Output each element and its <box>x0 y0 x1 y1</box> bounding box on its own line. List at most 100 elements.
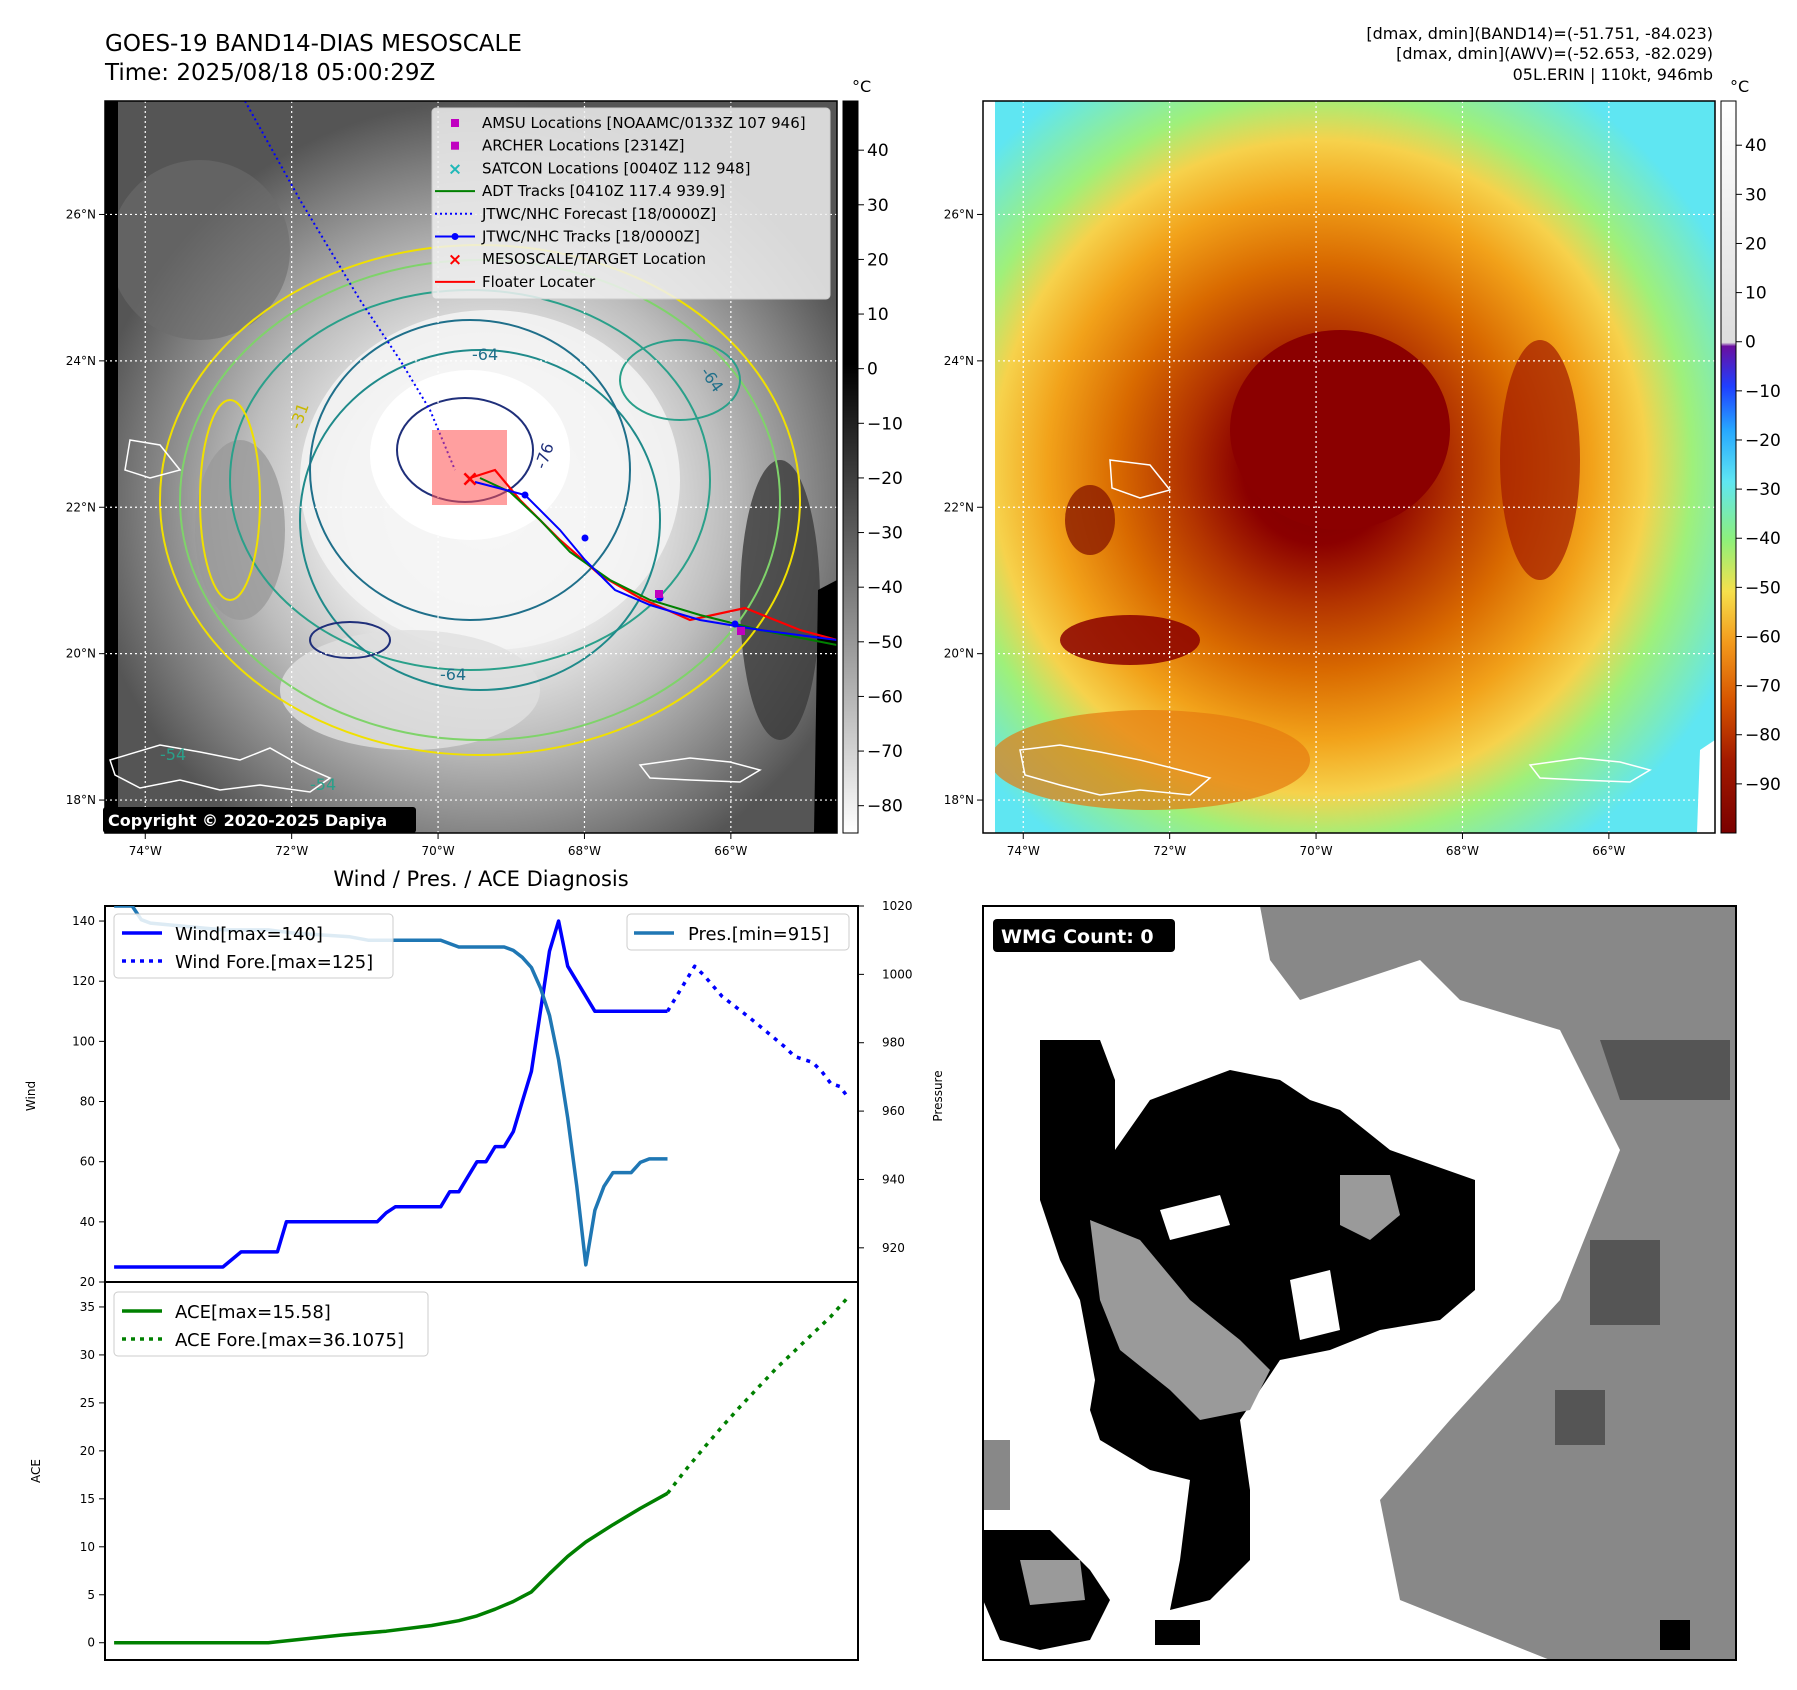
y-right-tick-label: 940 <box>882 1172 905 1186</box>
colorbar-gray: °C 40 30 20 10 0 −10 −20 −30 −40 −50 −60 −70 −80 <box>842 77 903 834</box>
legend-entry: JTWC/NHC Tracks [18/0000Z] <box>435 228 700 246</box>
series-line <box>114 919 668 1269</box>
contour-label: -64 <box>440 665 466 684</box>
lon-tick-label: 72°W <box>1153 844 1186 858</box>
lat-tick-label: 26°N <box>66 207 96 221</box>
legend-wind-forecast: Wind Fore.[max=125] <box>175 952 373 973</box>
y-tick-label: 35 <box>80 1300 95 1314</box>
lat-tick-label: 18°N <box>944 793 974 807</box>
lat-tick-label: 20°N <box>66 647 96 661</box>
colorbar-tick-label: −30 <box>1745 480 1781 500</box>
y-tick-label: 15 <box>80 1492 95 1506</box>
colorbar-tick-label: −20 <box>1745 431 1781 451</box>
lon-tick-label: 70°W <box>421 844 454 858</box>
y-right-tick-label: 960 <box>882 1104 905 1118</box>
map-ir-grayscale: × -64 -64 -76 -64 -54 -54 -31 Copyright … <box>66 100 838 858</box>
colorbar-tick-label: 30 <box>1745 185 1767 205</box>
wind-axis-label: Wind <box>24 1081 38 1111</box>
y-tick-label: 0 <box>87 1636 95 1650</box>
y-tick-label: 60 <box>80 1155 95 1169</box>
colorbar-gray-unit: °C <box>852 77 871 96</box>
lat-tick-label: 26°N <box>944 207 974 221</box>
colorbar-tick-label: 20 <box>1745 234 1767 254</box>
colorbar-tick-label: 10 <box>1745 284 1767 304</box>
y-right-tick-label: 920 <box>882 1241 905 1255</box>
figure-title-line1: GOES-19 BAND14-DIAS MESOSCALE <box>105 31 522 57</box>
svg-text:MESOSCALE/TARGET Location: MESOSCALE/TARGET Location <box>482 250 706 268</box>
legend-entry: ADT Tracks [0410Z 117.4 939.9] <box>435 182 725 200</box>
map-color-imagery <box>983 101 1715 833</box>
lon-tick-label: 74°W <box>1007 844 1040 858</box>
legend-entry: AMSU Locations [NOAAMC/0133Z 107 946] <box>451 114 806 132</box>
map-legend: AMSU Locations [NOAAMC/0133Z 107 946] ARC… <box>431 107 831 300</box>
legend-ace: ACE[max=15.58] <box>175 1302 331 1323</box>
nhc-track <box>474 481 837 641</box>
copyright-label: Copyright © 2020-2025 Dapiya <box>108 811 387 830</box>
y-tick-label: 20 <box>80 1275 95 1289</box>
map-color-grid <box>983 101 1715 833</box>
svg-text:SATCON Locations [0040Z 112 94: SATCON Locations [0040Z 112 948] <box>482 159 750 177</box>
colorbar-tick-label: −50 <box>1745 578 1781 598</box>
lon-tick-label: 68°W <box>568 844 601 858</box>
colorbar-color-unit: °C <box>1730 77 1749 96</box>
lat-tick-label: 22°N <box>944 500 974 514</box>
stats-line3: 05L.ERIN | 110kt, 946mb <box>1513 65 1713 84</box>
colorbar-tick-label: −60 <box>867 687 903 707</box>
series-line <box>666 964 851 1100</box>
chart-title: Wind / Pres. / ACE Diagnosis <box>333 867 628 891</box>
ace-axis-label: ACE <box>29 1459 43 1483</box>
stats-line1: [dmax, dmin](BAND14)=(-51.751, -84.023) <box>1366 24 1713 43</box>
pressure-axis-label: Pressure <box>931 1070 945 1121</box>
y-tick-label: 30 <box>80 1348 95 1362</box>
archer-marker <box>737 627 745 635</box>
contour-label: -64 <box>472 345 498 364</box>
svg-text:AMSU Locations [NOAAMC/0133Z 1: AMSU Locations [NOAAMC/0133Z 107 946] <box>482 114 806 132</box>
legend-entry: ARCHER Locations [2314Z] <box>451 137 685 155</box>
pressure-legend: Pres.[min=915] <box>626 913 850 951</box>
lon-tick-label: 66°W <box>714 844 747 858</box>
svg-text:Floater Locater: Floater Locater <box>482 273 596 291</box>
colorbar-tick-label: −90 <box>1745 775 1781 795</box>
floater-locater-track <box>469 468 837 642</box>
colorbar-color: °C 40 30 20 10 0 −10 −20 −30 −40 −50 −60 −70 −80 −90 <box>1720 77 1781 834</box>
legend-entry: × SATCON Locations [0040Z 112 948] <box>448 159 751 179</box>
target-marker: × <box>461 467 479 492</box>
y-tick-label: 140 <box>72 914 95 928</box>
colorbar-tick-label: −20 <box>867 469 903 489</box>
legend-ace-forecast: ACE Fore.[max=36.1075] <box>175 1330 404 1351</box>
colorbar-tick-label: 10 <box>867 305 889 325</box>
lon-tick-label: 72°W <box>275 844 308 858</box>
wmg-panel: WMG Count: 0 <box>982 905 1737 1661</box>
y-tick-label: 120 <box>72 974 95 988</box>
chart-ace: 0 5 10 15 20 25 30 35 ACE ACE[max=15.58] ACE Fo… <box>29 1281 859 1661</box>
y-tick-label: 80 <box>80 1095 95 1109</box>
y-tick-label: 25 <box>80 1396 95 1410</box>
colorbar-tick-label: 40 <box>867 141 889 161</box>
stats-line2: [dmax, dmin](AWV)=(-52.653, -82.029) <box>1396 44 1713 63</box>
floater-box <box>432 430 507 505</box>
y-tick-label: 100 <box>72 1034 95 1048</box>
legend-pressure: Pres.[min=915] <box>688 924 829 945</box>
lat-tick-label: 22°N <box>66 500 96 514</box>
colorbar-tick-label: −60 <box>1745 627 1781 647</box>
svg-text:ADT Tracks [0410Z 117.4 939.9]: ADT Tracks [0410Z 117.4 939.9] <box>482 182 725 200</box>
svg-text:ARCHER Locations [2314Z]: ARCHER Locations [2314Z] <box>482 137 685 155</box>
wmg-image <box>983 906 1736 1660</box>
colorbar-tick-label: −80 <box>1745 726 1781 746</box>
y-right-tick-label: 1000 <box>882 967 913 981</box>
series-line <box>114 1491 669 1645</box>
lon-tick-label: 68°W <box>1446 844 1479 858</box>
colorbar-tick-label: −30 <box>867 524 903 544</box>
colorbar-tick-label: −80 <box>867 797 903 817</box>
lat-tick-label: 24°N <box>944 354 974 368</box>
legend-entry: × MESOSCALE/TARGET Location <box>448 250 706 270</box>
colorbar-tick-label: 0 <box>1745 333 1756 353</box>
svg-text:JTWC/NHC Forecast [18/0000Z]: JTWC/NHC Forecast [18/0000Z] <box>481 205 716 223</box>
svg-text:JTWC/NHC Tracks [18/0000Z]: JTWC/NHC Tracks [18/0000Z] <box>481 228 700 246</box>
colorbar-tick-label: 0 <box>867 360 878 380</box>
y-tick-label: 20 <box>80 1444 95 1458</box>
map-ir-color: 74°W 72°W 70°W 68°W 66°W 26°N 24°N 22°N 20°N 18°N <box>944 100 1716 858</box>
y-tick-label: 40 <box>80 1215 95 1229</box>
colorbar-tick-label: 40 <box>1745 136 1767 156</box>
